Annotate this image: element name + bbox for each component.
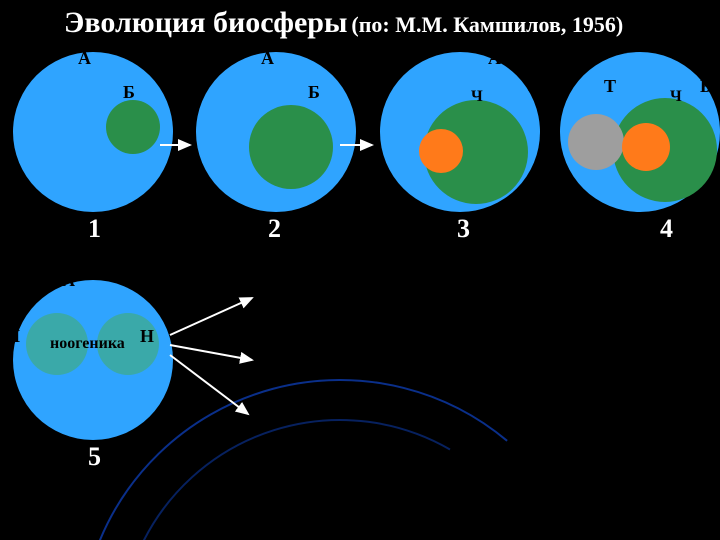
deco-arc-2: [141, 420, 450, 540]
stage4-label-ch: Ч: [670, 88, 682, 106]
diagram-stage: Эволюция биосферы (по: М.М. Камшилов, 19…: [0, 0, 720, 540]
stage2-label-b: Б: [308, 82, 320, 103]
stage5-label-n2: Н: [140, 326, 154, 347]
stage1-circle-b: [106, 100, 160, 154]
arrow-5-branch-2: [170, 345, 252, 360]
stage5-label-a: А: [62, 270, 75, 291]
arrow-5-branch-3: [170, 355, 248, 414]
arrow-5-branch-1: [170, 298, 252, 335]
stage3-label-b: Б: [528, 75, 540, 96]
stage4-label-b: Б: [700, 76, 712, 97]
stage5-label-n1: Н: [6, 326, 20, 347]
stage2-number: 2: [268, 214, 281, 244]
stage4-circle-ch: [622, 123, 670, 171]
title-main: Эволюция биосферы: [64, 6, 347, 39]
stage5-noogenika-label: ноогеника: [50, 335, 125, 353]
stage2-label-a: А: [261, 48, 274, 69]
stage2-circle-b: [249, 105, 333, 189]
stage4-circle-t: [568, 114, 624, 170]
stage4-label-a: А: [688, 42, 701, 63]
stage1-label-a: А: [78, 48, 91, 69]
stage3-number: 3: [457, 214, 470, 244]
stage1-number: 1: [88, 214, 101, 244]
stage4-label-t: Т: [604, 76, 616, 97]
page-title: Эволюция биосферы (по: М.М. Камшилов, 19…: [64, 6, 623, 40]
stage3-label-a: А: [488, 48, 501, 69]
stage3-circle-ch: [419, 129, 463, 173]
title-sub: (по: М.М. Камшилов, 1956): [351, 12, 623, 37]
stage4-number: 4: [660, 214, 673, 244]
stage1-label-b: Б: [123, 82, 135, 103]
stage3-label-ch: Ч: [471, 88, 483, 106]
stage5-number: 5: [88, 442, 101, 472]
